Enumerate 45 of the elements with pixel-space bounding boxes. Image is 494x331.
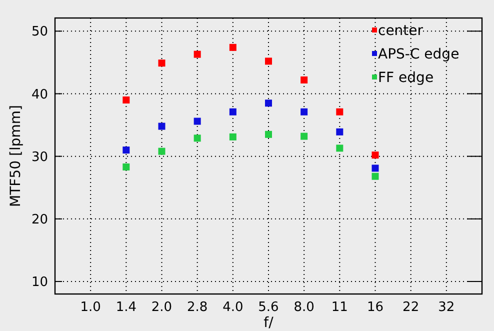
x-tick-label: 5.6	[258, 300, 279, 315]
point	[336, 108, 344, 116]
point	[158, 148, 166, 155]
point	[229, 133, 236, 140]
y-tick-label: 40	[31, 87, 48, 102]
point	[194, 134, 201, 142]
point	[229, 44, 236, 51]
x-axis-title: f/	[264, 315, 274, 331]
x-tick-label: 8.0	[294, 300, 314, 315]
y-tick-label: 50	[31, 24, 48, 40]
point	[122, 163, 130, 170]
point	[265, 100, 272, 107]
x-tick-label: 2.8	[186, 300, 208, 315]
y-tick-label: 10	[31, 275, 48, 290]
x-tick-label: 11	[331, 300, 348, 315]
legend-label: FF edge	[378, 70, 434, 86]
x-tick-label: 22	[402, 300, 420, 315]
point	[372, 152, 379, 159]
point	[300, 76, 308, 84]
point	[265, 58, 272, 65]
legend-label: APS-C edge	[378, 46, 460, 62]
point	[194, 50, 201, 58]
point	[194, 118, 201, 125]
point	[265, 130, 272, 138]
x-tick-label: 1.4	[116, 300, 137, 315]
point	[336, 128, 344, 136]
point	[122, 146, 130, 154]
y-tick-label: 30	[31, 150, 48, 165]
y-tick-label: 20	[31, 212, 48, 228]
x-tick-label: 16	[366, 300, 384, 315]
point	[158, 60, 166, 67]
x-tick-label: 32	[438, 300, 455, 315]
point	[158, 122, 166, 130]
point	[372, 172, 379, 180]
x-tick-label: 2.0	[151, 300, 172, 315]
point	[300, 108, 308, 116]
x-tick-label: 4.0	[222, 300, 244, 315]
point	[122, 96, 130, 104]
x-tick-label: 1.0	[80, 300, 101, 315]
point	[300, 132, 308, 140]
point	[372, 164, 379, 172]
legend-label: center	[378, 22, 424, 39]
y-axis-title: MTF50 [lpmm]	[8, 105, 24, 207]
point	[336, 144, 344, 152]
point	[229, 108, 236, 116]
